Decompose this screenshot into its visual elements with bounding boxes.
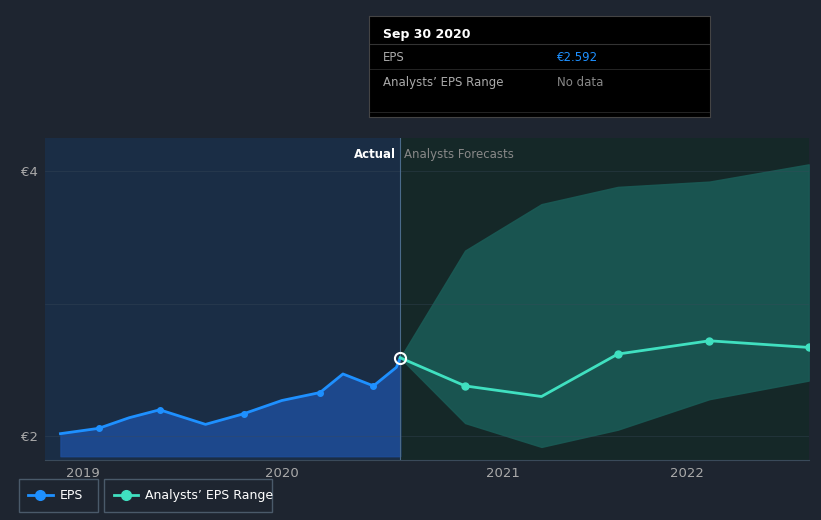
Bar [400,138,809,460]
Text: Actual: Actual [355,148,397,161]
Text: EPS: EPS [59,489,83,502]
Text: Sep 30 2020: Sep 30 2020 [383,28,470,41]
Text: No data: No data [557,76,603,89]
Bar [45,138,400,460]
Text: Analysts’ EPS Range: Analysts’ EPS Range [383,76,503,89]
Text: Analysts’ EPS Range: Analysts’ EPS Range [145,489,273,502]
Text: €2.592: €2.592 [557,51,598,64]
Text: Analysts Forecasts: Analysts Forecasts [404,148,514,161]
Text: EPS: EPS [383,51,405,64]
